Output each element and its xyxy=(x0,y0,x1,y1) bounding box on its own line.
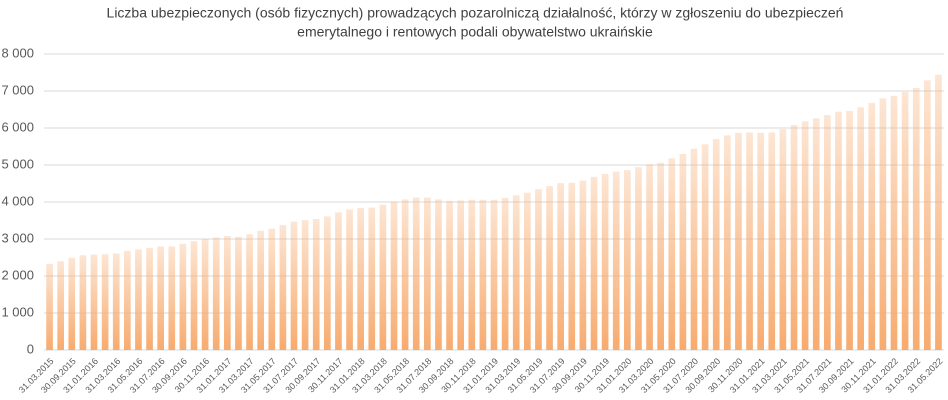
bar xyxy=(224,236,231,350)
bar xyxy=(535,189,542,350)
bar xyxy=(812,118,820,350)
bar xyxy=(546,186,553,350)
bar xyxy=(101,254,109,350)
bar xyxy=(457,200,464,350)
bar xyxy=(479,199,487,350)
chart-title: Liczba ubezpieczonych (osób fizycznych) … xyxy=(107,5,844,21)
bar xyxy=(824,115,831,350)
y-tick-label: 6 000 xyxy=(1,119,34,134)
bar xyxy=(179,243,187,350)
bar xyxy=(712,139,720,350)
bar xyxy=(257,230,264,350)
y-tick-label: 0 xyxy=(27,341,34,356)
bar xyxy=(779,129,787,350)
bar xyxy=(635,167,642,350)
bar xyxy=(268,228,276,350)
bar xyxy=(201,239,209,350)
bar xyxy=(901,92,909,351)
bar xyxy=(657,162,664,350)
bar xyxy=(112,253,120,350)
bar xyxy=(879,98,887,351)
bar xyxy=(157,246,164,350)
bar xyxy=(512,195,520,350)
bar xyxy=(468,199,476,350)
bar xyxy=(846,110,853,350)
bar xyxy=(68,257,76,350)
bar xyxy=(524,192,531,350)
bar xyxy=(935,74,942,350)
y-tick-label: 8 000 xyxy=(1,45,34,60)
bar xyxy=(501,197,509,350)
y-tick-label: 4 000 xyxy=(1,193,34,208)
bar xyxy=(801,121,809,350)
bar xyxy=(190,241,198,350)
bar xyxy=(435,199,442,350)
bar xyxy=(590,176,598,350)
bar xyxy=(924,80,931,351)
bar xyxy=(424,197,431,350)
bar xyxy=(390,202,398,350)
bar xyxy=(135,249,142,350)
bar xyxy=(746,132,753,350)
bar xyxy=(601,173,609,350)
bar xyxy=(401,199,409,350)
bar xyxy=(724,135,731,350)
bar xyxy=(324,216,331,350)
bar xyxy=(768,132,776,350)
bar xyxy=(890,95,898,350)
bar xyxy=(790,125,798,350)
bar xyxy=(290,221,298,350)
bar xyxy=(690,148,698,350)
bar xyxy=(835,111,842,350)
y-tick-label: 3 000 xyxy=(1,230,34,245)
bar xyxy=(346,209,353,350)
bar xyxy=(868,102,876,350)
bar xyxy=(379,204,387,350)
bar xyxy=(212,237,220,350)
bar xyxy=(368,207,376,350)
bar xyxy=(679,153,687,350)
y-tick-label: 7 000 xyxy=(1,82,34,97)
bar xyxy=(46,263,53,350)
y-tick-label: 1 000 xyxy=(1,304,34,319)
bar xyxy=(490,199,498,350)
bar xyxy=(279,224,287,350)
y-tick-label: 2 000 xyxy=(1,267,34,282)
bar xyxy=(557,183,564,350)
bar xyxy=(646,164,653,350)
bar xyxy=(668,158,676,350)
bar xyxy=(446,200,453,350)
bar xyxy=(246,234,253,350)
bar xyxy=(612,171,620,350)
bar xyxy=(735,132,742,350)
bar xyxy=(757,132,764,350)
bar xyxy=(79,255,87,350)
chart-title: emerytalnego i rentowych podali obywatel… xyxy=(297,24,653,40)
bar xyxy=(235,236,242,350)
bar xyxy=(312,219,320,350)
bar xyxy=(168,246,176,350)
bar xyxy=(357,207,364,350)
y-tick-label: 5 000 xyxy=(1,156,34,171)
bar xyxy=(57,261,64,350)
bar xyxy=(624,170,631,350)
bar xyxy=(90,254,98,350)
bar xyxy=(857,107,864,350)
bar xyxy=(912,88,920,350)
bar xyxy=(579,180,587,350)
bar xyxy=(701,144,709,350)
bar xyxy=(124,250,131,350)
bar xyxy=(568,182,576,350)
bar xyxy=(335,212,342,350)
bar xyxy=(301,220,309,350)
bar xyxy=(146,247,153,350)
bar xyxy=(412,197,420,350)
